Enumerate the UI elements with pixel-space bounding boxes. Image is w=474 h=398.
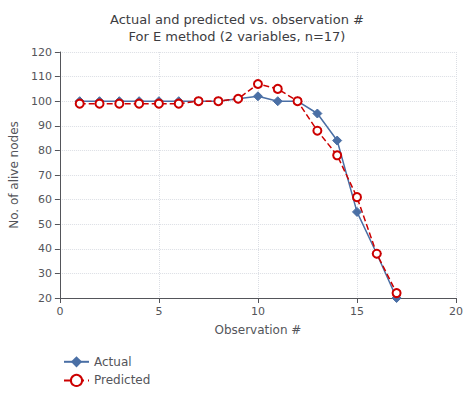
svg-text:70: 70 — [38, 169, 52, 182]
svg-text:15: 15 — [350, 305, 364, 318]
svg-text:5: 5 — [155, 305, 162, 318]
svg-text:110: 110 — [31, 70, 52, 83]
svg-text:No. of alive nodes: No. of alive nodes — [7, 121, 21, 229]
svg-text:100: 100 — [31, 95, 52, 108]
svg-text:Observation #: Observation # — [214, 323, 301, 337]
svg-text:Predicted: Predicted — [94, 373, 150, 387]
svg-text:For E method (2 variables, n=1: For E method (2 variables, n=17) — [129, 29, 346, 44]
svg-text:0: 0 — [56, 305, 63, 318]
svg-text:120: 120 — [31, 46, 52, 59]
svg-text:Actual: Actual — [94, 355, 132, 369]
svg-text:40: 40 — [38, 242, 52, 255]
svg-text:20: 20 — [38, 292, 52, 305]
svg-text:50: 50 — [38, 218, 52, 231]
svg-text:90: 90 — [38, 119, 52, 132]
svg-text:60: 60 — [38, 193, 52, 206]
svg-text:80: 80 — [38, 144, 52, 157]
svg-text:Actual and predicted vs. obser: Actual and predicted vs. observation # — [110, 12, 364, 27]
svg-text:20: 20 — [449, 305, 463, 318]
svg-text:30: 30 — [38, 267, 52, 280]
svg-text:10: 10 — [251, 305, 265, 318]
